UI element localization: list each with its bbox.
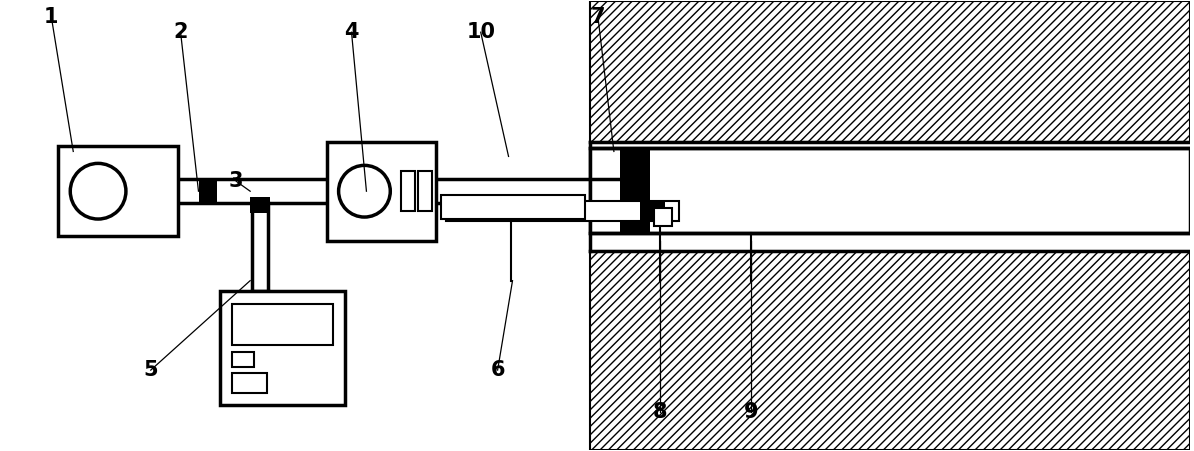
Text: 9: 9 xyxy=(744,402,758,422)
Bar xyxy=(233,373,267,393)
Bar xyxy=(199,179,217,203)
Text: 4: 4 xyxy=(344,22,358,42)
Bar xyxy=(221,290,345,405)
Bar xyxy=(441,195,585,219)
Text: 2: 2 xyxy=(173,22,187,42)
Bar xyxy=(327,142,436,241)
Text: 10: 10 xyxy=(466,22,496,42)
Text: 7: 7 xyxy=(591,7,605,28)
Bar xyxy=(445,201,679,221)
Text: 5: 5 xyxy=(143,360,158,380)
Bar xyxy=(401,171,416,211)
Text: 8: 8 xyxy=(652,402,667,422)
Text: 3: 3 xyxy=(229,171,244,191)
Circle shape xyxy=(339,166,390,217)
Circle shape xyxy=(70,163,125,219)
Bar xyxy=(418,171,432,211)
Bar xyxy=(233,304,333,345)
Bar xyxy=(640,201,665,221)
Bar xyxy=(590,148,1190,233)
Bar xyxy=(620,148,650,233)
Bar xyxy=(59,147,178,236)
Text: 1: 1 xyxy=(44,7,59,28)
Bar xyxy=(653,208,671,226)
Bar xyxy=(590,251,1190,450)
Bar xyxy=(251,197,270,213)
Bar xyxy=(590,1,1190,142)
Text: 6: 6 xyxy=(491,360,505,380)
Bar xyxy=(233,352,254,367)
